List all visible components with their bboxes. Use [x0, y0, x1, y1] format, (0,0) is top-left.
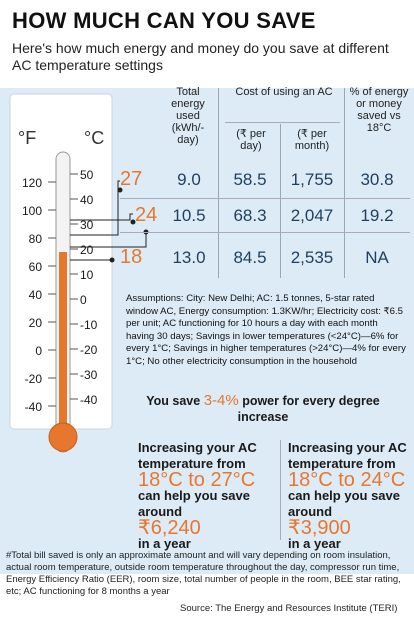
thermometer-graphic — [9, 93, 113, 453]
box-range: 18°C to 24°C — [288, 469, 406, 491]
temp-27: 27 — [120, 168, 143, 190]
f-tick: 20 — [28, 316, 42, 330]
c-tick: 30 — [80, 218, 94, 232]
row-divider — [120, 232, 410, 233]
c-tick: -30 — [80, 368, 98, 382]
energy-cell: 10.5 — [172, 206, 206, 225]
box-line: can help you save around — [138, 488, 250, 519]
c-tick: 40 — [80, 193, 94, 207]
cost-month-cell: 2,047 — [290, 206, 334, 225]
cost-month-cell: 2,535 — [290, 248, 334, 267]
column-divider — [218, 88, 219, 278]
temp-24: 24 — [135, 204, 158, 226]
savings-value: 3-4% — [203, 392, 239, 409]
energy-cell: 13.0 — [172, 248, 206, 267]
f-tick: 100 — [21, 204, 42, 218]
f-tick: -40 — [24, 400, 42, 414]
f-tick: 0 — [35, 344, 42, 358]
saved-cell: NA — [365, 248, 389, 267]
cost-month-cell: 1,755 — [290, 170, 334, 189]
c-tick: -10 — [80, 318, 98, 332]
f-tick: -20 — [24, 372, 42, 386]
f-tick: 60 — [28, 260, 42, 274]
box-divider — [280, 440, 281, 540]
saved-cell: 30.8 — [360, 170, 394, 189]
box-line: can help you save around — [288, 488, 400, 519]
header-underline — [225, 122, 340, 123]
row-divider — [120, 198, 410, 199]
header-cost-day: (₹ per day) — [236, 128, 266, 152]
cost-day-cell: 58.5 — [233, 170, 267, 189]
box-line: in a year — [138, 536, 191, 551]
source-credit: Source: The Energy and Resources Institu… — [180, 603, 398, 614]
c-tick: 50 — [80, 168, 94, 182]
box-amount: ₹6,240 — [138, 517, 201, 539]
f-tick: 120 — [21, 176, 42, 190]
energy-cell: 9.0 — [177, 170, 201, 189]
saved-cell: 19.2 — [360, 206, 394, 225]
c-tick: 0 — [80, 293, 87, 307]
box-range: 18°C to 27°C — [138, 469, 256, 491]
savings-box-24: Increasing your AC temperature from 18°C… — [288, 440, 414, 552]
box-line: in a year — [288, 536, 341, 551]
box-amount: ₹3,900 — [288, 517, 351, 539]
cost-day-cell: 84.5 — [233, 248, 267, 267]
header-saved: % of energy or money saved vs 18°C — [349, 86, 409, 134]
savings-post: power for every degree increase — [237, 394, 380, 424]
column-divider — [280, 124, 281, 278]
temp-18: 18 — [120, 246, 143, 268]
f-tick: 40 — [28, 288, 42, 302]
fahrenheit-label: °F — [18, 128, 37, 148]
header-energy: Total energy used (kWh/-day) — [171, 86, 205, 146]
c-tick: 10 — [80, 268, 94, 282]
page-title: HOW MUCH CAN YOU SAVE — [12, 8, 316, 33]
f-tick: 80 — [28, 232, 42, 246]
footnote: #Total bill saved is only an approximate… — [6, 550, 401, 597]
c-tick: -20 — [80, 343, 98, 357]
savings-headline: You save 3-4% power for every degree inc… — [138, 393, 388, 425]
celsius-label: °C — [84, 128, 105, 148]
savings-pre: You save — [146, 394, 204, 408]
column-divider — [344, 88, 345, 278]
box-line: Increasing your AC temperature from — [138, 440, 257, 471]
page-subtitle: Here's how much energy and money do you … — [12, 40, 389, 73]
header-cost-month: (₹ per month) — [294, 128, 330, 152]
cost-day-cell: 68.3 — [233, 206, 267, 225]
savings-box-27: Increasing your AC temperature from 18°C… — [138, 440, 268, 552]
assumptions-text: Assumptions: City: New Delhi; AC: 1.5 to… — [126, 293, 406, 367]
header-cost-group: Cost of using an AC — [235, 86, 333, 98]
c-tick: -40 — [80, 393, 98, 407]
box-line: Increasing your AC temperature from — [288, 440, 407, 471]
